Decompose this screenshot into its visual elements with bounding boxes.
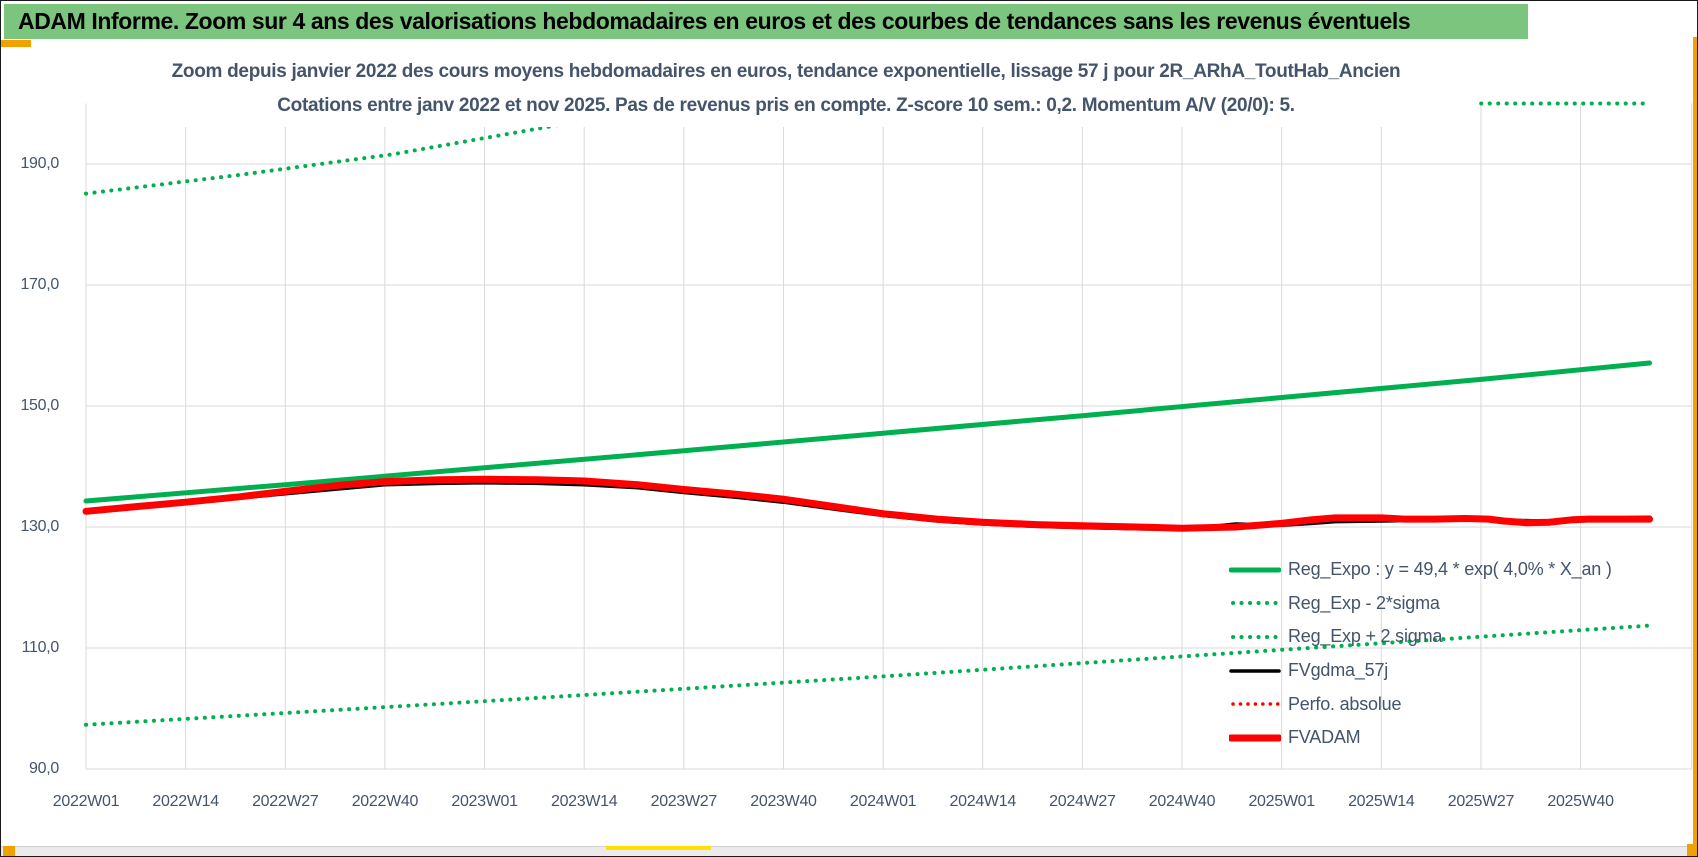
selection-accent-bottom-center — [606, 846, 711, 850]
legend-item-reg-exp-plus-2sigma[interactable]: Reg_Exp + 2 sigma — [1229, 620, 1612, 654]
legend-swatch-line — [1231, 634, 1281, 639]
legend-item-fvgdma-57j[interactable]: FVgdma_57j — [1229, 654, 1612, 688]
report-header-title: ADAM Informe. Zoom sur 4 ans des valoris… — [18, 8, 1411, 34]
series-line-5[interactable] — [82, 475, 1653, 532]
x-axis-tick: 2022W01 — [52, 793, 120, 810]
y-axis-tick: 110,0 — [21, 639, 60, 656]
legend-swatch-line — [1229, 668, 1281, 673]
x-axis-tick: 2025W14 — [1348, 793, 1415, 810]
legend-label: Perfo. absolue — [1288, 693, 1402, 714]
right-selection-accent — [1693, 37, 1697, 856]
legend-swatch-line — [1229, 567, 1281, 573]
x-axis-tick: 2023W01 — [451, 793, 518, 810]
resize-handle-bottom-left[interactable] — [3, 846, 15, 856]
left-selection-accent — [1, 40, 31, 47]
legend-item-fvadam[interactable]: FVADAM — [1229, 721, 1612, 755]
y-axis-tick: 90,0 — [29, 760, 59, 777]
bottom-gutter — [1, 846, 1697, 856]
chart-legend: Reg_Expo : y = 49,4 * exp( 4,0% * X_an )… — [1229, 553, 1612, 755]
x-axis-tick: 2025W40 — [1547, 793, 1614, 810]
legend-label: Reg_Expo : y = 49,4 * exp( 4,0% * X_an ) — [1288, 559, 1612, 580]
legend-item-reg-exp-minus-2sigma[interactable]: Reg_Exp - 2*sigma — [1229, 587, 1612, 621]
legend-label: Reg_Exp - 2*sigma — [1288, 592, 1440, 613]
y-axis-tick: 150,0 — [20, 397, 59, 414]
x-axis-tick: 2023W27 — [650, 793, 718, 810]
legend-label: FVADAM — [1288, 727, 1361, 748]
legend-swatch-line — [1231, 601, 1281, 606]
x-axis-tick: 2025W01 — [1248, 793, 1315, 810]
report-header-cell[interactable]: ADAM Informe. Zoom sur 4 ans des valoris… — [4, 4, 1528, 39]
chart-title-line1: Zoom depuis janvier 2022 des cours moyen… — [171, 61, 1401, 82]
x-axis-tick: 2024W14 — [949, 793, 1017, 810]
chart-title[interactable]: Zoom depuis janvier 2022 des cours moyen… — [93, 55, 1479, 127]
x-axis-tick: 2024W01 — [849, 793, 917, 810]
y-axis-tick: 130,0 — [20, 518, 59, 535]
x-axis-tick: 2022W14 — [152, 793, 219, 810]
x-axis-tick: 2024W40 — [1148, 793, 1216, 810]
x-axis-tick: 2023W14 — [550, 793, 618, 810]
x-axis-tick: 2024W27 — [1049, 793, 1116, 810]
x-axis-tick: 2022W40 — [351, 793, 419, 810]
series-line-0[interactable] — [83, 360, 1652, 504]
chart-title-line2: Cotations entre janv 2022 et nov 2025. P… — [277, 95, 1295, 116]
x-axis-tick: 2022W27 — [252, 793, 319, 810]
series-line-1[interactable] — [84, 623, 1652, 727]
legend-swatch-line — [1229, 734, 1281, 742]
legend-item-reg-expo[interactable]: Reg_Expo : y = 49,4 * exp( 4,0% * X_an ) — [1229, 553, 1612, 587]
y-axis-tick: 170,0 — [20, 276, 59, 293]
legend-label: FVgdma_57j — [1288, 660, 1389, 681]
x-axis-tick: 2023W40 — [750, 793, 817, 810]
y-axis-tick: 190,0 — [20, 155, 59, 172]
legend-label: Reg_Exp + 2 sigma — [1288, 626, 1443, 647]
resize-handle-bottom-right[interactable] — [1687, 844, 1697, 856]
legend-item-perfo-absolue[interactable]: Perfo. absolue — [1229, 687, 1612, 721]
x-axis-tick: 2025W27 — [1447, 793, 1515, 810]
legend-swatch-line — [1231, 702, 1281, 706]
